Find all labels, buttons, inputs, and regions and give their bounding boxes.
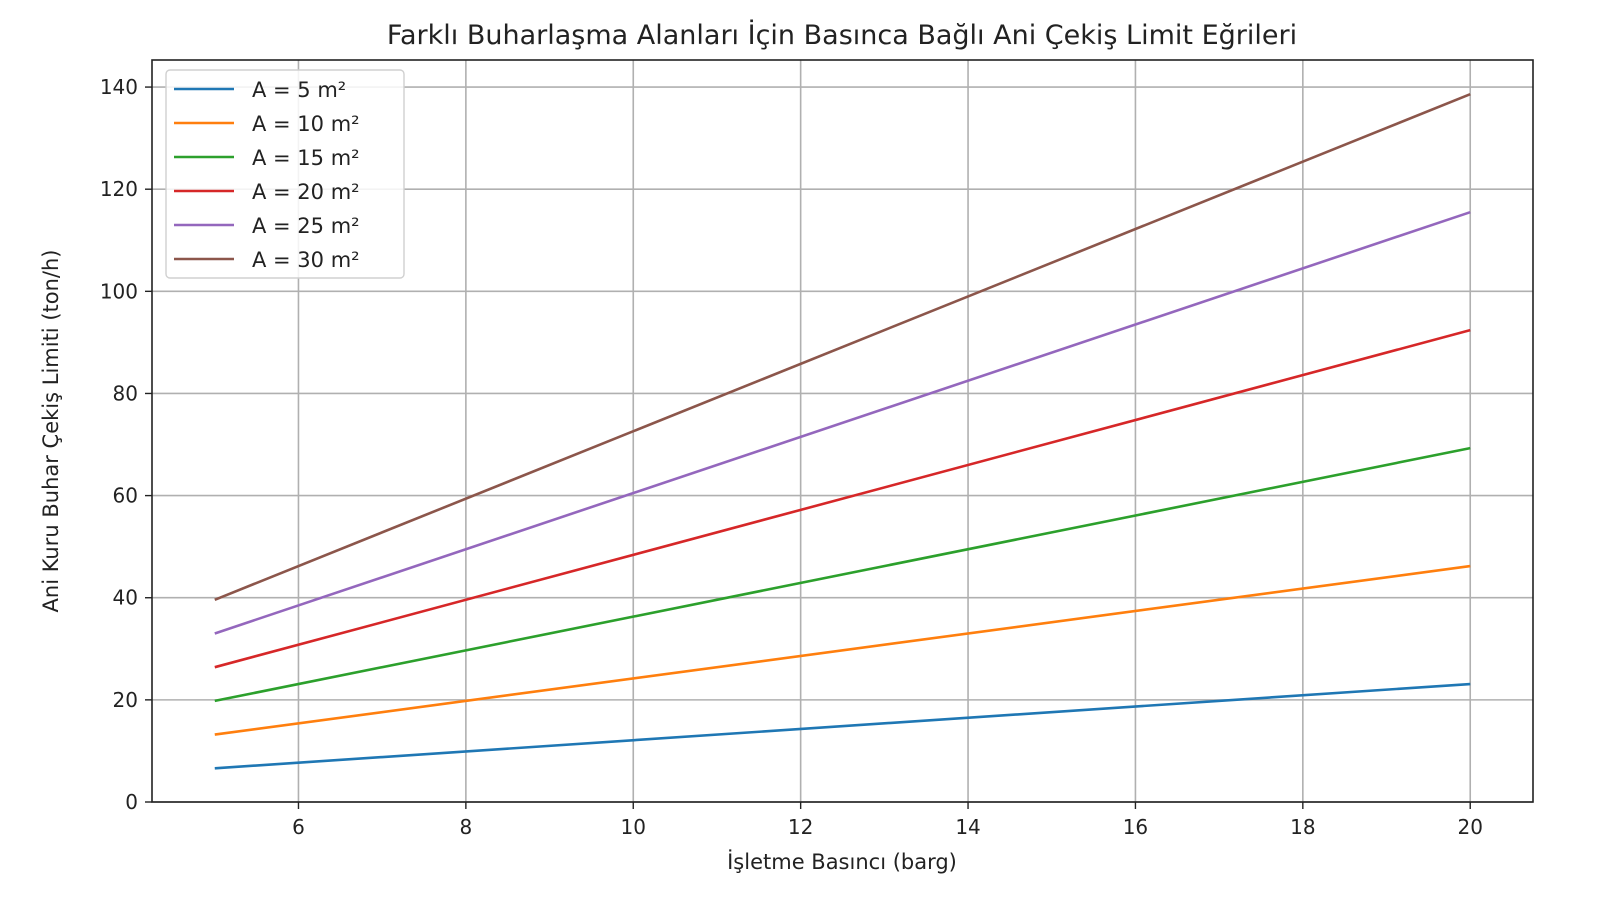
y-tick-label: 80	[113, 381, 138, 405]
series-line-3	[214, 446, 1471, 703]
series-line-4	[214, 328, 1471, 669]
grid	[152, 60, 1533, 803]
x-tick-label: 20	[1458, 815, 1483, 839]
legend-label: A = 30 m²	[252, 248, 360, 272]
legend-label: A = 20 m²	[252, 180, 360, 204]
ticks: 6 8 10 12 14 16 18 20 0 20 40 60 80 100 120 140	[100, 75, 1483, 839]
x-tick-label: 18	[1290, 815, 1315, 839]
series-lines	[214, 93, 1471, 770]
legend-label: A = 25 m²	[252, 214, 360, 238]
legend: A = 5 m² A = 10 m² A = 15 m² A = 20 m² A = 2…	[165, 69, 405, 279]
x-tick-label: 14	[955, 815, 980, 839]
plot-frame	[151, 59, 1534, 803]
series-line-2	[214, 564, 1471, 736]
x-axis-label: İşletme Basıncı (barg)	[727, 849, 957, 874]
x-tick-label: 16	[1123, 815, 1148, 839]
legend-label: A = 10 m²	[252, 112, 360, 136]
x-tick-label: 8	[459, 815, 472, 839]
y-tick-label: 140	[100, 75, 138, 99]
y-tick-label: 120	[100, 177, 138, 201]
y-axis-label: Ani Kuru Buhar Çekiş Limiti (ton/h)	[39, 250, 63, 613]
y-tick-label: 20	[113, 688, 138, 712]
y-tick-label: 40	[113, 586, 138, 610]
x-tick-label: 12	[788, 815, 813, 839]
y-tick-label: 100	[100, 279, 138, 303]
x-tick-label: 10	[621, 815, 646, 839]
series-line-1	[214, 682, 1471, 770]
legend-label: A = 15 m²	[252, 146, 360, 170]
y-tick-label: 60	[113, 484, 138, 508]
legend-label: A = 5 m²	[252, 78, 346, 102]
x-tick-label: 6	[292, 815, 305, 839]
series-line-5	[214, 210, 1471, 635]
series-line-6	[214, 93, 1471, 601]
chart-title: Farklı Buharlaşma Alanları İçin Basınca …	[387, 19, 1297, 51]
y-tick-label: 0	[125, 790, 138, 814]
